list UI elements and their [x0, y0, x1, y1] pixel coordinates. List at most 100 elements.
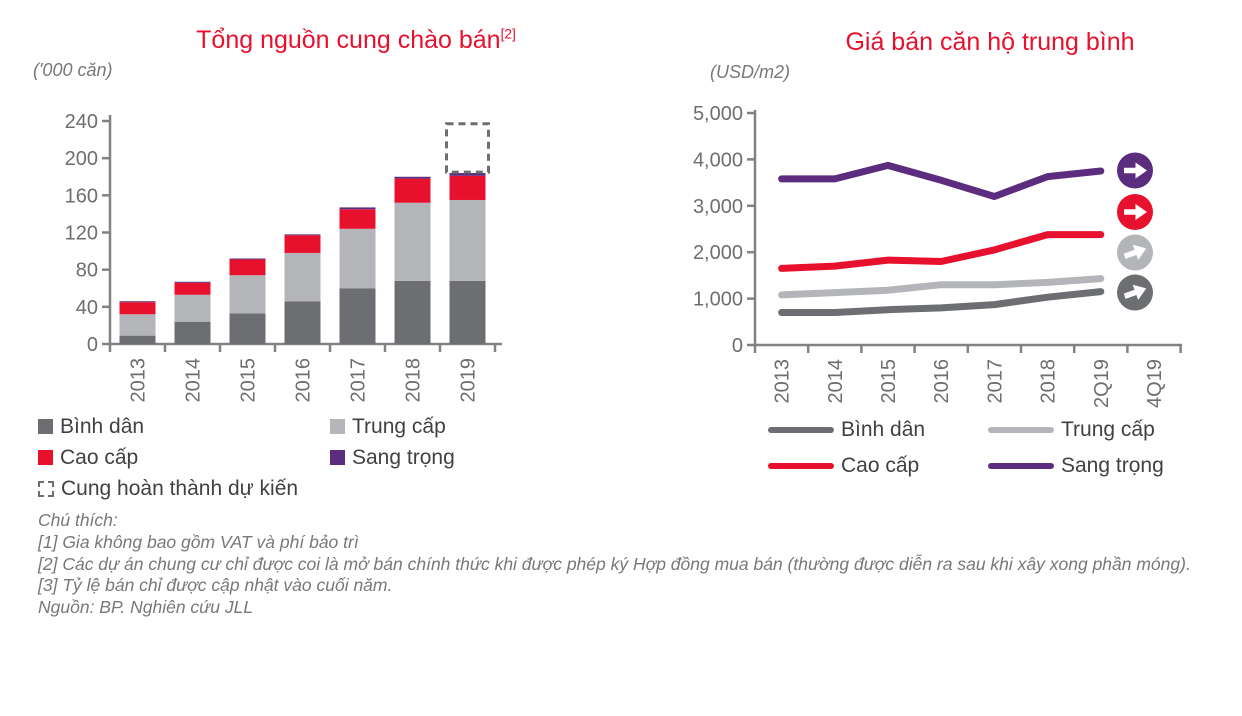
right-arrow-icon	[1124, 162, 1147, 179]
bar-segment-trung-cap	[339, 228, 376, 289]
x-tick-label: 2Q19	[1091, 359, 1113, 408]
bar-segment-cao-cap	[449, 175, 486, 200]
title-footnote-ref: [2]	[500, 26, 516, 42]
bar-2016	[284, 234, 321, 344]
footnote-line: Nguồn: BP. Nghiên cứu JLL	[38, 597, 254, 618]
bar-segment-cao-cap	[394, 178, 431, 203]
supply-chart-title: Tổng nguồn cung chào bán[2]	[146, 26, 566, 55]
legend-item-sang-trong: Sang trọng	[988, 448, 1238, 484]
footnote-line: [2] Các dự án chung cư chỉ được coi là m…	[38, 553, 1191, 574]
supply-axes: 0 40 80 120 160 200 240 2013 2014 2015 2016 2017 201…	[65, 111, 502, 403]
y-tick-label: 5,000	[693, 103, 743, 125]
bar-2015	[229, 258, 266, 344]
legend-label: Sang trọng	[1061, 454, 1164, 477]
legend-label: Sang trọng	[352, 445, 455, 469]
legend-swatch-cung-hoan-thanh-du-kien	[38, 480, 54, 497]
x-tick-label: 4Q19	[1144, 359, 1166, 408]
footnote-line: [1] Gia không bao gồm VAT và phí bảo trì	[38, 531, 359, 552]
supply-chart-title-text: Tổng nguồn cung chào bán	[196, 26, 501, 54]
legend-item-trung-cap: Trung cấp	[988, 412, 1238, 448]
bar-segment-trung-cap	[174, 294, 211, 322]
trend-arrow-binh-dan	[1117, 274, 1153, 311]
series-line-binh-dan	[778, 288, 1105, 316]
bar-2019	[449, 173, 486, 344]
price-lines	[778, 161, 1105, 316]
legend-label: Cung hoàn thành dự kiến	[61, 476, 299, 500]
legend-swatch-sang-trong	[330, 450, 345, 465]
bar-2017	[339, 207, 376, 344]
up-right-arrow-icon	[1123, 244, 1147, 260]
price-chart-title-text: Giá bán căn hộ trung bình	[845, 28, 1135, 56]
bar-2014	[174, 281, 211, 344]
legend-label: Trung cấp	[1061, 418, 1155, 441]
legend-item-cao-cap: Cao cấp	[768, 448, 988, 484]
x-tick-label: 2019	[458, 358, 480, 403]
bar-segment-trung-cap	[449, 199, 486, 281]
bar-2013	[119, 301, 156, 344]
bar-segment-binh-dan	[284, 301, 321, 344]
legend-label: Bình dân	[60, 414, 145, 438]
y-tick-label: 40	[76, 297, 98, 319]
bar-2018	[394, 176, 431, 344]
y-tick-label: 120	[65, 223, 98, 245]
y-tick-label: 0	[87, 334, 98, 356]
bar-segment-cao-cap	[174, 282, 211, 295]
price-chart-title: Giá bán căn hộ trung bình	[780, 28, 1200, 57]
series-line-sang-trong	[778, 161, 1105, 200]
price-line-chart: 0 1,000 2,000 3,000 4,000 5,000 2013 2014 2015 20…	[693, 103, 1182, 408]
bar-segment-cao-cap	[284, 235, 321, 253]
bar-segment-binh-dan	[449, 280, 486, 344]
up-right-arrow-icon	[1123, 284, 1147, 300]
bar-segment-binh-dan	[339, 288, 376, 344]
y-tick-label: 1,000	[693, 289, 743, 311]
x-tick-label: 2017	[984, 359, 1006, 404]
legend-label: Cao cấp	[60, 445, 139, 469]
legend-swatch-cao-cap	[38, 450, 53, 465]
legend-swatch-sang-trong	[988, 463, 1054, 469]
bar-segment-sang-trong	[394, 176, 431, 179]
footnotes: Chú thích: [1] Gia không bao gồm VAT và …	[38, 510, 1191, 619]
bar-segment-binh-dan	[394, 280, 431, 344]
bar-segment-cao-cap	[339, 209, 376, 229]
x-tick-label: 2014	[825, 359, 847, 404]
bar-segment-sang-trong	[229, 258, 266, 260]
bar-segment-sang-trong	[174, 281, 211, 283]
x-tick-label: 2015	[238, 358, 260, 403]
bar-segment-sang-trong	[449, 173, 486, 176]
x-tick-label: 2016	[293, 358, 315, 403]
x-tick-label: 2018	[1038, 359, 1060, 404]
legend-item-binh-dan: Bình dân	[38, 411, 330, 442]
y-tick-label: 200	[65, 148, 98, 170]
legend-item-trung-cap: Trung cấp	[330, 411, 538, 442]
legend-item-cao-cap: Cao cấp	[38, 442, 330, 473]
trend-arrow-trung-cap	[1117, 234, 1153, 271]
supply-bar-chart: 0 40 80 120 160 200 240 2013 2014 2015 2016 2017 201…	[65, 111, 502, 403]
price-legend: Bình dân Trung cấp Cao cấp Sang trọng	[768, 412, 1238, 484]
y-tick-label: 3,000	[693, 196, 743, 218]
legend-swatch-cao-cap	[768, 463, 834, 469]
legend-item-sang-trong: Sang trọng	[330, 442, 538, 473]
bar-segment-binh-dan	[174, 321, 211, 344]
y-tick-label: 240	[65, 111, 98, 133]
bar-segment-binh-dan	[229, 313, 266, 344]
supply-legend: Bình dân Trung cấp Cao cấp Sang trọng Cung h…	[38, 411, 538, 504]
supply-bars	[119, 173, 486, 344]
bar-segment-binh-dan	[119, 335, 156, 344]
bar-segment-sang-trong	[119, 301, 156, 303]
bar-segment-cao-cap	[229, 259, 266, 276]
expected-completion-box	[445, 122, 490, 174]
y-tick-label: 4,000	[693, 149, 743, 171]
legend-label: Bình dân	[841, 418, 926, 441]
footnote-line: Chú thích:	[38, 510, 118, 530]
x-tick-label: 2015	[878, 359, 900, 404]
y-tick-label: 2,000	[693, 242, 743, 264]
right-arrow-icon	[1124, 204, 1147, 220]
y-tick-label: 80	[76, 260, 98, 282]
x-tick-label: 2017	[348, 358, 370, 403]
legend-item-binh-dan: Bình dân	[768, 412, 988, 448]
supply-unit-label: ('000 căn)	[33, 60, 113, 80]
legend-item-cung-hoan-thanh-du-kien: Cung hoàn thành dự kiến	[38, 473, 538, 504]
x-tick-label: 2014	[183, 358, 205, 403]
y-tick-label: 0	[732, 335, 743, 357]
